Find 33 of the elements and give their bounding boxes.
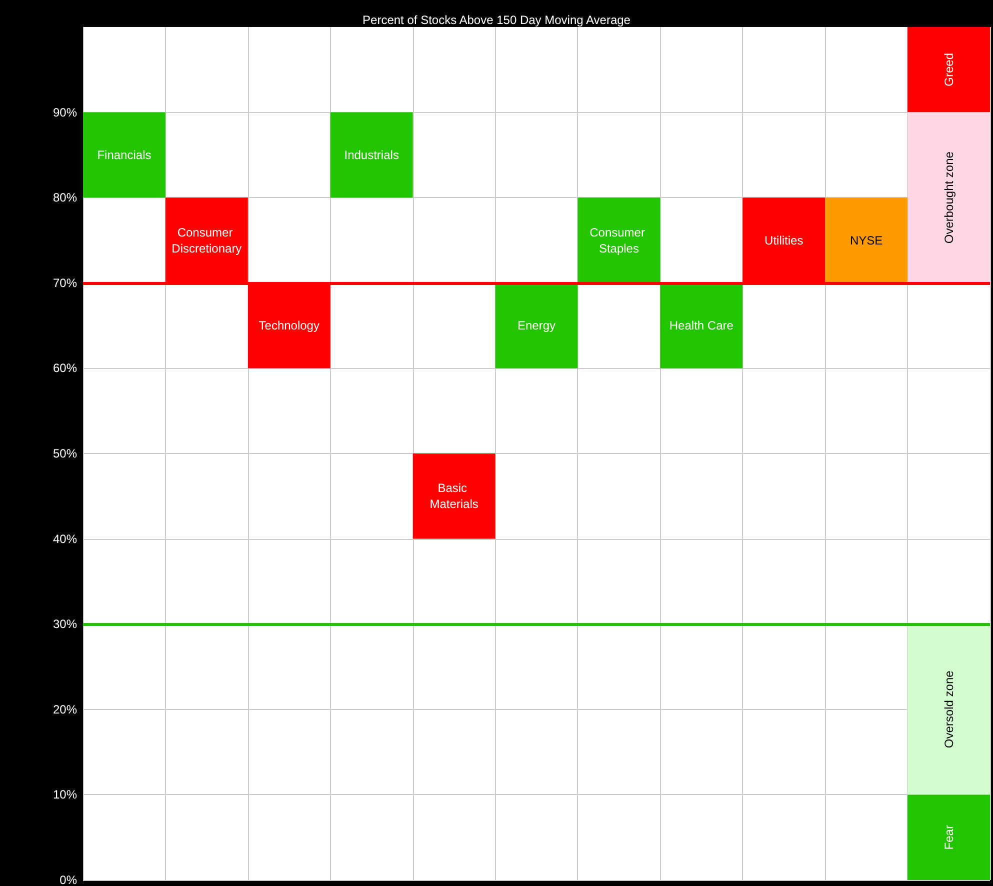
x-tick-label: Consumer Staples <box>590 225 648 256</box>
y-tick-label: 70% <box>52 276 78 290</box>
bar <box>578 198 660 283</box>
bar <box>908 624 990 795</box>
y-tick-label: 80% <box>52 190 78 205</box>
series-label: Greed <box>942 52 956 86</box>
x-tick-label: NYSE <box>850 233 883 248</box>
x-tick-label: Health Care <box>669 318 734 333</box>
bar <box>908 794 990 880</box>
series-label: Overbought zone <box>942 151 956 244</box>
x-tick-label: Basic Materials <box>430 481 478 512</box>
chart-title: Percent of Stocks Above 150 Day Moving Average <box>362 13 631 27</box>
x-tick-label: Technology <box>258 318 320 333</box>
bar <box>908 112 990 283</box>
series-label: Fear <box>942 825 956 850</box>
y-tick-label: 40% <box>52 532 78 546</box>
y-tick-label: 20% <box>52 702 78 716</box>
y-tick-label: 10% <box>52 788 78 802</box>
bar <box>825 198 908 283</box>
y-tick-label: 60% <box>52 361 78 376</box>
x-tick-label: Industrials <box>344 148 399 162</box>
x-tick-label: Financials <box>97 148 152 162</box>
y-tick-label: 0% <box>60 873 78 886</box>
x-tick-label: Utilities <box>764 233 804 248</box>
series-label: Oversold zone <box>942 670 956 748</box>
y-tick-label: 90% <box>52 105 78 120</box>
x-tick-label: Consumer Discretionary <box>172 225 242 256</box>
y-tick-label: 30% <box>52 617 78 632</box>
bar <box>330 112 413 198</box>
bar <box>908 27 990 112</box>
y-tick-label: 50% <box>52 446 78 460</box>
bar <box>83 112 166 198</box>
x-tick-label: Energy <box>517 318 556 333</box>
